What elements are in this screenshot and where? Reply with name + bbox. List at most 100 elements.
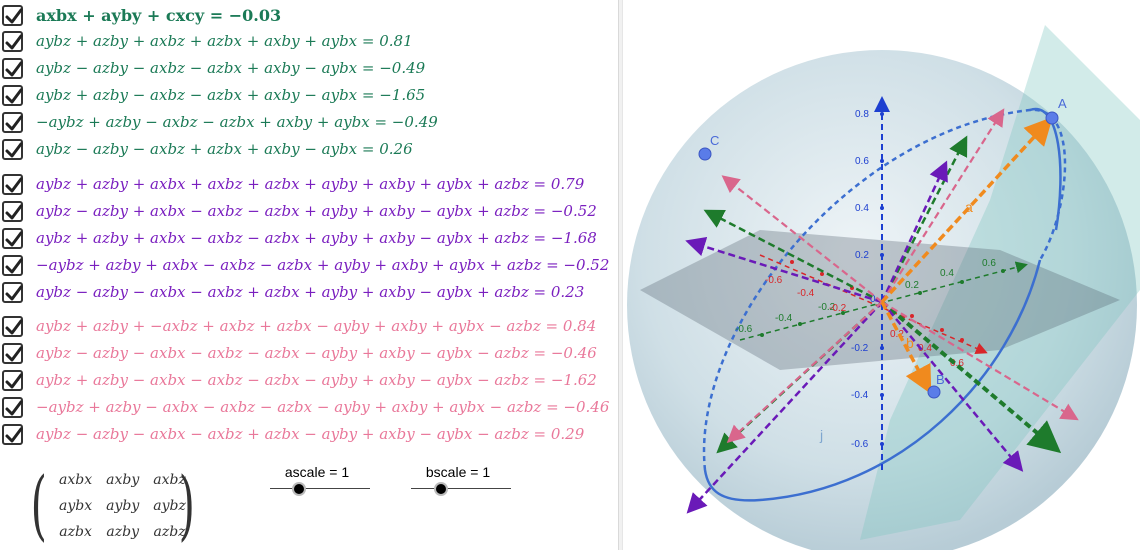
z-tick: 0.6	[855, 156, 869, 167]
visibility-checkbox[interactable]	[2, 424, 23, 445]
equation-row: aybz − azby − axbx − axbz − azbx − ayby …	[0, 342, 618, 366]
check-icon	[5, 88, 23, 104]
visibility-checkbox[interactable]	[2, 316, 23, 337]
equation-text[interactable]: axbx + ayby + cxcy = −0.03	[36, 6, 282, 25]
view-divider[interactable]	[618, 0, 623, 550]
slider-knob[interactable]	[292, 482, 306, 496]
visibility-checkbox[interactable]	[2, 174, 23, 195]
check-icon	[5, 373, 23, 389]
slider-track[interactable]	[270, 488, 370, 489]
bscale-slider[interactable]: bscale = 1	[403, 464, 513, 504]
visibility-checkbox[interactable]	[2, 370, 23, 391]
equation-row: aybz + azby + axbx + axbz + azbx + ayby …	[0, 173, 618, 197]
ellipse-right	[1029, 107, 1062, 231]
equation-row: aybz + azby + −axbz + axbz + azbx − ayby…	[0, 315, 618, 339]
equation-text[interactable]: −aybz + azby + axbx − axbz − azbx + ayby…	[36, 256, 610, 274]
check-icon	[5, 258, 23, 274]
equation-text[interactable]: aybz + azby − axbz − azbx + axby − aybx …	[36, 86, 426, 104]
equation-row: −aybz + azby − axbz − azbx + axby + aybx…	[0, 111, 618, 135]
equation-row: aybz − azby − axbz + azbx + axby − aybx …	[0, 138, 618, 162]
x-tick: -0.2	[818, 302, 836, 313]
visibility-checkbox[interactable]	[2, 397, 23, 418]
check-icon	[5, 346, 23, 362]
matrix-cell: axbx	[59, 472, 93, 488]
equation-text[interactable]: aybz − azby + axbx − axbz − azbx + ayby …	[36, 202, 597, 220]
equation-row: −aybz + azby + axbx − axbz − azbx + ayby…	[0, 254, 618, 278]
x-tick: -0.4	[775, 313, 793, 324]
equation-row: aybz − azby − axbx − axbz + azbx + ayby …	[0, 281, 618, 305]
visibility-checkbox[interactable]	[2, 139, 23, 160]
y-axis-ticks: -0.6 -0.4 -0.2 0.2 0.4 0.6	[765, 260, 964, 369]
check-icon	[5, 204, 23, 220]
equation-row: aybz + azby − axbx − axbz − azbx − ayby …	[0, 369, 618, 393]
y-tick: -0.2	[829, 303, 847, 314]
check-icon	[5, 427, 23, 443]
equation-text[interactable]: aybz + azby + axbx + axbz + azbx + ayby …	[36, 175, 585, 193]
x-tick: 0.6	[982, 258, 996, 269]
check-icon	[5, 61, 23, 77]
matrix-left-paren: (	[30, 460, 47, 549]
equation-text[interactable]: −aybz + azby − axbz − azbx + axby + aybx…	[36, 113, 438, 131]
visibility-checkbox[interactable]	[2, 228, 23, 249]
equation-row: −aybz + azby − axbx − axbz − azbx − ayby…	[0, 396, 618, 420]
matrix-cell: aybz	[153, 498, 186, 514]
matrix-right-paren: )	[178, 460, 195, 549]
point-A[interactable]	[1045, 111, 1059, 125]
z-tick: 0	[870, 294, 876, 305]
point-B[interactable]	[927, 385, 941, 399]
z-axis-ticks: 0.8 0.6 0.4 0.2 0 -0.2 -0.4 -0.6	[851, 109, 884, 450]
equation-text[interactable]: aybz − azby − axbz − azbx + axby − aybx …	[36, 59, 426, 77]
ascale-slider[interactable]: ascale = 1	[262, 464, 372, 504]
visibility-checkbox[interactable]	[2, 255, 23, 276]
equation-text[interactable]: aybz − azby − axbz + azbx + axby − aybx …	[36, 140, 413, 158]
ascale-label: ascale = 1	[284, 464, 350, 480]
vector-b[interactable]	[880, 301, 932, 395]
z-tick: -0.6	[851, 439, 869, 450]
equation-row: aybz − azby + axbx − axbz − azbx + ayby …	[0, 200, 618, 224]
equation-text[interactable]: aybz + azby + −axbz + axbz + azbx − ayby…	[36, 317, 597, 335]
check-icon	[5, 400, 23, 416]
matrix-cell: axby	[106, 472, 140, 488]
z-tick: -0.4	[851, 390, 869, 401]
check-icon	[5, 8, 23, 24]
equation-text[interactable]: aybz − azby − axbx − axbz + azbx + ayby …	[36, 283, 585, 301]
visibility-checkbox[interactable]	[2, 31, 23, 52]
graphics-3d-view[interactable]: 0.8 0.6 0.4 0.2 0 -0.2 -0.4 -0.6 -0.6 -0…	[623, 0, 1140, 550]
y-tick: -0.6	[765, 275, 783, 286]
y-tick: 0.6	[950, 358, 964, 369]
z-tick: -0.2	[851, 343, 869, 354]
vector-b-label: b	[906, 335, 914, 351]
check-icon	[5, 319, 23, 335]
check-icon	[5, 177, 23, 193]
matrix-cell: azbx	[59, 524, 92, 540]
ellipse-back	[702, 108, 1067, 471]
visibility-checkbox[interactable]	[2, 58, 23, 79]
visibility-checkbox[interactable]	[2, 201, 23, 222]
equation-text[interactable]: aybz − azby − axbx − axbz − azbx − ayby …	[36, 344, 597, 362]
equation-text[interactable]: aybz + azby − axbx − axbz − azbx − ayby …	[36, 371, 597, 389]
visibility-checkbox[interactable]	[2, 85, 23, 106]
slider-knob[interactable]	[434, 482, 448, 496]
visibility-checkbox[interactable]	[2, 5, 23, 26]
equation-text[interactable]: aybz + azby + axbz + azbx + axby + aybx …	[36, 32, 413, 50]
visibility-checkbox[interactable]	[2, 112, 23, 133]
purple-vectors	[685, 160, 1024, 514]
visibility-checkbox[interactable]	[2, 282, 23, 303]
equation-text[interactable]: aybz + azby + axbx − axbz − azbx + ayby …	[36, 229, 597, 247]
equation-text[interactable]: −aybz + azby − axbx − axbz − azbx − ayby…	[36, 398, 610, 416]
equation-row: aybz + azby + axbz + azbx + axby + aybx …	[0, 30, 618, 54]
equation-text[interactable]: aybz − azby − axbx − axbz + azbx − ayby …	[36, 425, 585, 443]
matrix-cell: axbz	[153, 472, 186, 488]
y-tick: 0.2	[890, 329, 904, 340]
slider-track[interactable]	[411, 488, 511, 489]
check-icon	[5, 34, 23, 50]
visibility-checkbox[interactable]	[2, 343, 23, 364]
x-tick: 0.4	[940, 268, 954, 279]
product-matrix: ( axbx axby axbz aybx ayby aybz azbx azb…	[31, 460, 206, 549]
j-label: j	[819, 427, 823, 443]
z-tick: 0.2	[855, 250, 869, 261]
point-C[interactable]	[698, 147, 712, 161]
scene-3d[interactable]: 0.8 0.6 0.4 0.2 0 -0.2 -0.4 -0.6 -0.6 -0…	[623, 0, 1140, 550]
vector-a[interactable]	[880, 116, 1053, 304]
check-icon	[5, 142, 23, 158]
